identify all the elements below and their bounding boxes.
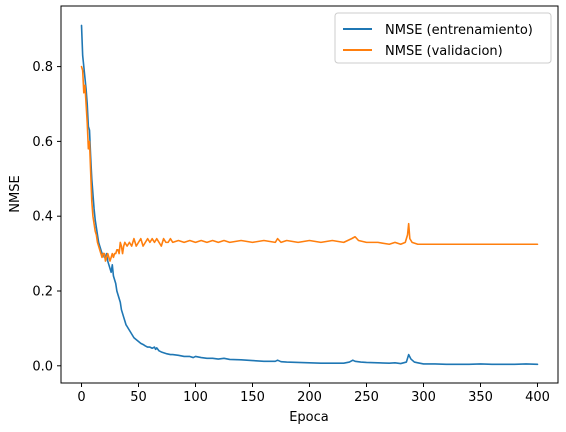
x-axis-ticks: 0 50 100 150 200 250 300 350 400 bbox=[77, 383, 550, 405]
y-axis-label: NMSE bbox=[8, 175, 23, 212]
y-tick-label: 0.4 bbox=[32, 210, 53, 225]
legend-label-validacion: NMSE (validacion) bbox=[385, 44, 503, 59]
x-tick-label: 250 bbox=[354, 390, 379, 405]
x-tick-label: 200 bbox=[297, 390, 322, 405]
x-tick-label: 400 bbox=[525, 390, 550, 405]
plot-area bbox=[80, 24, 539, 366]
y-tick-label: 0.6 bbox=[32, 135, 53, 150]
y-tick-label: 0.2 bbox=[32, 284, 53, 299]
x-tick-label: 100 bbox=[183, 390, 208, 405]
x-tick-label: 350 bbox=[468, 390, 493, 405]
legend-label-entrenamiento: NMSE (entrenamiento) bbox=[385, 23, 533, 38]
series-line-nmse-entrenamiento bbox=[80, 24, 539, 366]
x-tick-label: 300 bbox=[411, 390, 436, 405]
x-axis-label: Epoca bbox=[289, 410, 329, 425]
series-line-nmse-validacion bbox=[80, 65, 539, 262]
x-tick-label: 50 bbox=[130, 390, 147, 405]
x-tick-label: 150 bbox=[240, 390, 265, 405]
legend-box bbox=[334, 12, 552, 64]
y-axis-ticks: 0.0 0.2 0.4 0.6 0.8 bbox=[32, 60, 61, 374]
legend: NMSE (entrenamiento) NMSE (validacion) bbox=[334, 12, 552, 64]
y-tick-label: 0.8 bbox=[32, 60, 53, 75]
y-tick-label: 0.0 bbox=[32, 359, 53, 374]
x-tick-label: 0 bbox=[77, 390, 85, 405]
